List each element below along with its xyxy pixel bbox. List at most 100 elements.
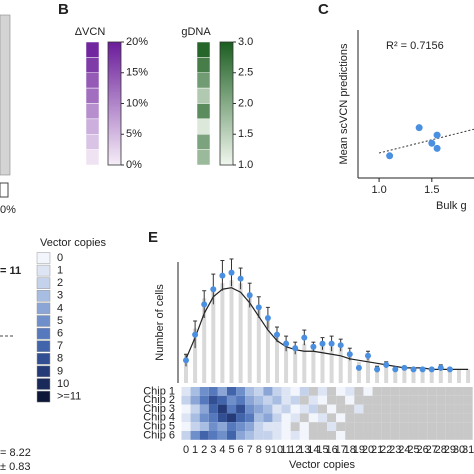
bar — [247, 292, 252, 383]
point — [446, 366, 453, 373]
heatmap-cell — [290, 413, 300, 423]
point — [433, 131, 441, 139]
legend-title: Vector copies — [40, 237, 107, 249]
bar — [275, 334, 279, 383]
heatmap-cell — [217, 413, 227, 423]
heatmap-cell — [190, 395, 200, 405]
heatmap-cell — [381, 431, 391, 440]
y-tick-label: 10% — [126, 97, 148, 109]
x-tick-label: 8 — [256, 444, 262, 456]
point — [264, 314, 271, 321]
x-tick-label: 28 — [435, 444, 447, 456]
x-tick-label: 26 — [416, 444, 428, 456]
heatmap-cell — [290, 395, 300, 405]
heatmap-cell — [272, 431, 282, 440]
heatmap-cell — [226, 413, 237, 423]
heatmap-cell — [236, 404, 246, 414]
heatmap-cell — [408, 404, 419, 414]
heatmap-cell — [427, 395, 437, 405]
heatmap-cell — [454, 422, 464, 431]
heatmap-cell — [463, 395, 473, 405]
legend-label: 5 — [57, 315, 63, 327]
colorbar-scale — [219, 41, 234, 166]
bar — [265, 319, 270, 383]
legend-label: 3 — [57, 290, 63, 302]
point — [428, 139, 436, 147]
row-label: Chip 4 — [143, 412, 175, 424]
heatmap-cell — [199, 404, 209, 414]
x-tick-label: 25 — [407, 444, 419, 456]
heatmap-cell — [390, 413, 400, 423]
bar — [384, 363, 389, 383]
bar — [284, 340, 289, 383]
legend-swatch — [36, 365, 51, 378]
heatmap-cell — [308, 422, 318, 431]
heatmap-cell — [217, 431, 227, 440]
heatmap-cell — [372, 387, 382, 396]
color-cell — [196, 87, 211, 104]
point — [201, 301, 208, 308]
bar — [293, 345, 298, 383]
heatmap-cell — [463, 431, 473, 440]
legend-label: 8 — [57, 353, 63, 365]
heatmap-cell — [327, 395, 337, 405]
color-cell — [85, 41, 100, 58]
partial-box — [0, 182, 9, 198]
heatmap-cell — [363, 413, 373, 423]
heatmap-cell — [181, 387, 191, 396]
heatmap-cell — [427, 422, 437, 431]
bar — [429, 367, 434, 383]
heatmap-cell — [336, 387, 346, 396]
legend-swatch — [36, 378, 51, 390]
heatmap-cell — [236, 431, 246, 440]
bar — [202, 298, 207, 383]
heatmap-cell — [281, 404, 291, 414]
heatmap-cell — [190, 422, 200, 431]
bar — [402, 366, 407, 383]
fragment: = 11 — [0, 265, 21, 277]
heatmap-cell — [327, 422, 337, 431]
point — [192, 331, 199, 338]
x-tick-label: 3 — [210, 444, 216, 456]
bar — [438, 367, 443, 383]
heatmap-cell — [190, 413, 200, 423]
heatmap-cell — [381, 422, 391, 431]
bar — [238, 283, 243, 383]
color-cell — [85, 103, 100, 120]
y-tick-label: 2.0 — [238, 97, 253, 109]
point — [237, 275, 244, 282]
point — [283, 340, 290, 347]
fit-line — [185, 287, 469, 370]
heatmap-cell — [308, 387, 318, 396]
heatmap-cell — [372, 404, 382, 414]
x-axis-label: Bulk g — [436, 200, 467, 212]
x-tick-label: 7 — [247, 444, 253, 456]
bar — [447, 367, 452, 383]
heatmap-cell — [317, 404, 328, 414]
heatmap-cell — [327, 431, 337, 440]
x-tick-label: 4 — [219, 444, 225, 456]
x-tick-label: 31 — [462, 444, 474, 456]
heatmap-cell — [408, 395, 419, 405]
legend-swatch — [36, 277, 51, 289]
heatmap-cell — [427, 404, 437, 414]
x-tick-label: 14 — [307, 444, 319, 456]
heatmap-cell — [281, 431, 291, 440]
legend-label: 7 — [57, 340, 63, 352]
heatmap-cell — [199, 387, 209, 396]
bar — [220, 283, 225, 383]
point — [310, 343, 317, 350]
heatmap-cell — [418, 413, 428, 423]
heatmap-cell — [354, 404, 364, 414]
heatmap-cell — [354, 395, 364, 405]
heatmap-cell — [181, 404, 191, 414]
point — [419, 366, 426, 373]
heatmap-cell — [254, 422, 264, 431]
heatmap-cell — [436, 413, 446, 423]
heatmap-cell — [208, 404, 218, 414]
row-label: Chip 2 — [143, 394, 175, 406]
heatmap-cell — [345, 431, 355, 440]
heatmap-cell — [181, 422, 191, 431]
y-axis-label: Number of cells — [154, 284, 166, 361]
heatmap-cell — [408, 387, 419, 396]
